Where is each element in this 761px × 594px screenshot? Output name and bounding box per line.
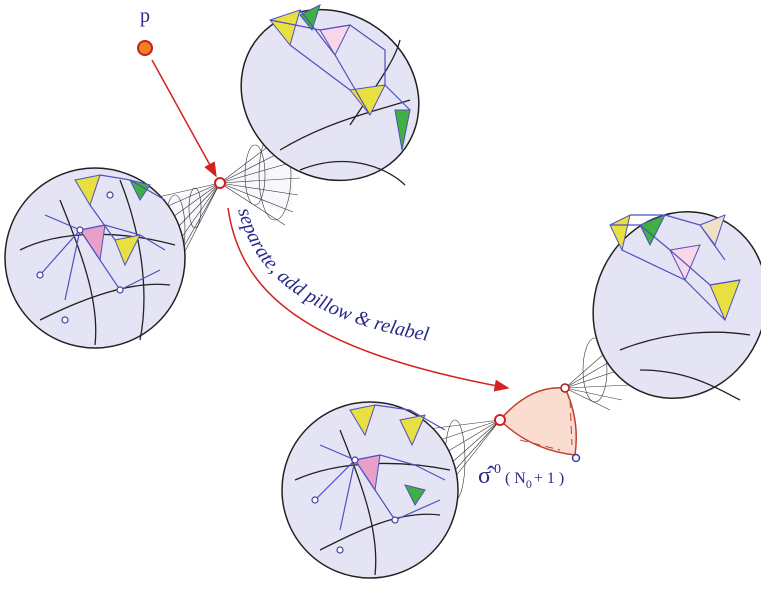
vertex xyxy=(561,384,569,392)
point xyxy=(138,41,152,55)
pillow-label: σ̂0( N0+ 1 ) xyxy=(478,462,564,491)
label-superscript: 0 xyxy=(494,462,501,477)
point-label: p xyxy=(140,5,150,27)
vertex xyxy=(573,455,580,462)
vertex xyxy=(215,178,225,188)
diagram: p separate, add pillow & relabel xyxy=(0,0,761,594)
arrow-label-text: separate, add pillow & relabel xyxy=(233,206,431,346)
top-configuration xyxy=(5,0,452,348)
vertex xyxy=(495,415,505,425)
label-rest: + 1 ) xyxy=(534,470,564,487)
arrow xyxy=(152,60,216,176)
arrow-label: separate, add pillow & relabel xyxy=(233,206,431,346)
label-argument: ( N xyxy=(505,470,526,487)
label-subscript: 0 xyxy=(526,477,532,491)
sphere xyxy=(282,402,458,578)
arrow xyxy=(228,208,508,388)
bottom-configuration xyxy=(282,183,761,578)
label-symbol: σ̂ xyxy=(478,463,495,489)
